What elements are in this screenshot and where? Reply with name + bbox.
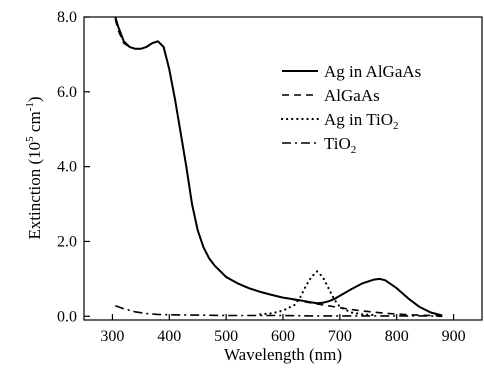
y-tick-label: 4.0 — [57, 159, 77, 176]
x-tick-label: 600 — [271, 328, 295, 345]
series-line-1 — [114, 18, 443, 317]
series-layer — [114, 17, 443, 318]
y-tick-label: 8.0 — [57, 9, 77, 26]
series-line-2 — [259, 270, 376, 317]
y-axis-ticks: 0.0 2.0 4.0 6.0 8.0 — [57, 9, 90, 325]
plot-frame — [83, 16, 483, 321]
x-tick-label: 900 — [442, 328, 466, 345]
y-tick-label: 2.0 — [57, 233, 77, 250]
series-line-3 — [115, 305, 443, 318]
x-tick-label: 300 — [100, 328, 124, 345]
x-axis-ticks: 300 400 500 600 700 800 900 — [100, 314, 466, 345]
y-axis-label-base: Extinction (10 — [25, 142, 44, 240]
legend-label-3: TiO2 — [324, 134, 356, 156]
y-tick-label: 6.0 — [57, 84, 77, 101]
legend-label-subscript: 2 — [351, 144, 357, 156]
y-axis-label-exp2: -1 — [24, 102, 36, 111]
x-tick-label: 800 — [385, 328, 409, 345]
y-axis-label: Extinction (105 cm-1) — [24, 96, 44, 239]
x-axis-label: Wavelength (nm) — [224, 345, 342, 364]
legend-label-1: AlGaAs — [324, 86, 380, 105]
x-tick-label: 700 — [328, 328, 352, 345]
series-line-0 — [114, 17, 443, 317]
y-axis-label-mid: cm — [25, 111, 44, 136]
legend-label-0: Ag in AlGaAs — [324, 62, 421, 81]
x-tick-label: 500 — [214, 328, 238, 345]
y-tick-label: 0.0 — [57, 308, 77, 325]
y-axis-label-exp1: 5 — [24, 136, 36, 142]
x-tick-label: 400 — [157, 328, 181, 345]
y-axis-label-end: ) — [25, 96, 44, 102]
legend-label-2: Ag in TiO2 — [324, 110, 398, 132]
legend-label-subscript: 2 — [393, 120, 399, 132]
